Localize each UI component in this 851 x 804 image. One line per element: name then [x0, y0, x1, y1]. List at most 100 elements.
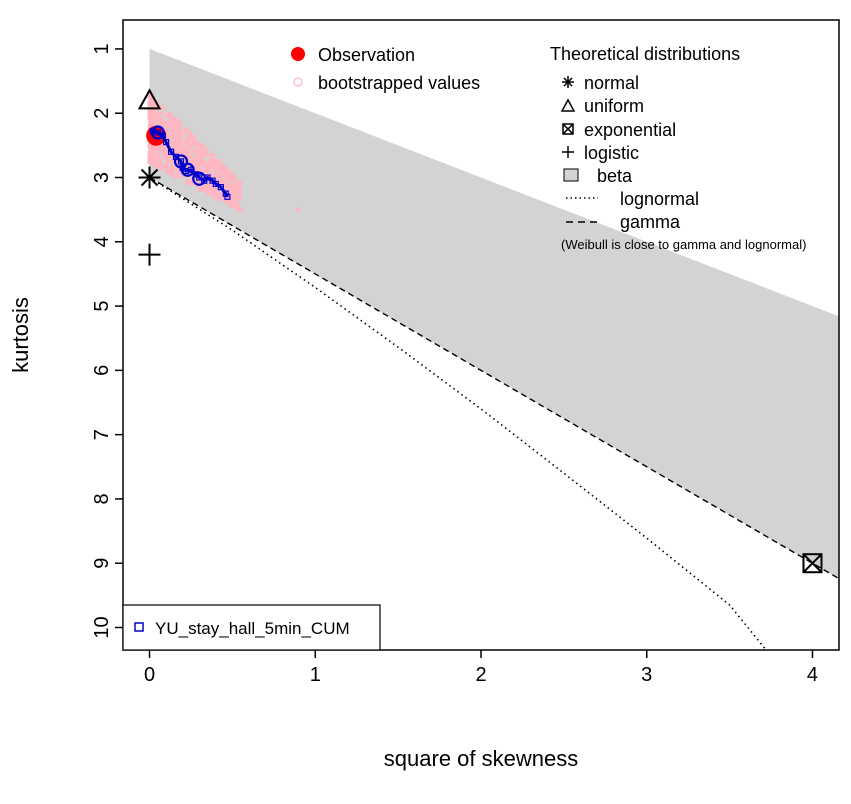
bootstrap-point	[156, 117, 161, 122]
bootstrap-point	[205, 148, 210, 153]
bootstrap-point	[183, 152, 188, 157]
bootstrap-point	[197, 145, 202, 150]
bootstrap-point	[189, 161, 194, 166]
bootstrap-point	[170, 154, 175, 159]
bootstrap-point	[197, 151, 202, 156]
bootstrap-point	[159, 122, 164, 127]
bootstrap-point	[172, 137, 177, 142]
bootstrap-point	[173, 123, 178, 128]
gamma-line	[149, 176, 839, 580]
bootstrap-point	[223, 187, 228, 192]
bootstrap-point	[184, 165, 189, 170]
bootstrap-point	[172, 148, 177, 153]
bootstrap-point	[226, 193, 231, 198]
bootstrap-point	[149, 110, 154, 115]
bootstrap-point	[197, 179, 202, 184]
bootstrap-point	[211, 158, 216, 163]
bootstrap-point	[147, 152, 152, 157]
series-point	[224, 193, 231, 200]
bootstrap-point	[150, 124, 155, 129]
lognormal-legend-label: lognormal	[620, 189, 699, 209]
bootstrap-point	[189, 144, 194, 149]
x-tick-label: 4	[807, 664, 818, 686]
bootstrap-point	[220, 173, 225, 178]
bootstrap-point	[173, 119, 178, 124]
series-point	[217, 184, 224, 191]
bootstrap-point	[164, 159, 169, 164]
normal-stroke	[140, 168, 159, 187]
exponential-box	[802, 553, 823, 574]
bootstrap-point	[203, 161, 208, 166]
bootstrap-point	[203, 188, 208, 193]
logistic-point	[138, 243, 161, 266]
bootstrap-point	[208, 158, 213, 163]
weibull-note: (Weibull is close to gamma and lognormal…	[561, 237, 806, 252]
bootstrap-point	[199, 146, 204, 151]
bootstrap-point	[148, 120, 153, 125]
bootstrap-point	[234, 206, 239, 211]
bootstrap-point	[178, 155, 183, 160]
bootstrap-point	[188, 132, 193, 137]
series-point	[209, 177, 216, 184]
lognormal-line	[149, 176, 767, 650]
bootstrap-point	[216, 172, 221, 177]
bootstrap-point	[212, 162, 217, 167]
beta-legend-marker	[563, 168, 579, 182]
logistic-legend-label: logistic	[584, 143, 639, 163]
x-tick-label: 2	[475, 664, 486, 686]
series-cluster	[180, 162, 195, 177]
x-axis-label: square of skewness	[384, 746, 578, 771]
bootstrap-point	[183, 158, 188, 163]
normal-legend-marker	[562, 76, 574, 88]
y-tick-label: 3	[91, 172, 113, 183]
bootstrap-point	[175, 135, 180, 140]
bootstrap-point	[149, 155, 154, 160]
bootstrap-point	[177, 152, 182, 157]
bootstrap-point	[172, 141, 177, 146]
series-point	[154, 129, 161, 136]
bootstrap-point	[147, 101, 152, 106]
series-trace	[152, 129, 229, 198]
series-point	[167, 148, 175, 155]
y-tick-label: 5	[91, 301, 113, 312]
y-tick-label: 4	[91, 236, 113, 247]
bootstrap-point	[203, 168, 208, 173]
bootstrap-point	[218, 161, 223, 166]
bootstrap-point	[208, 162, 213, 167]
bootstrap-point	[189, 180, 194, 185]
bootstrap-legend-label: bootstrapped values	[318, 73, 480, 93]
legend-observation: Observation bootstrapped values	[291, 45, 480, 93]
bootstrap-point	[205, 184, 210, 189]
bootstrap-point	[183, 140, 188, 145]
series-legend-marker	[134, 622, 144, 632]
axes: 0 1 2 3 4 1 2 3 4 5 6 7 8 9 10	[91, 43, 818, 686]
bootstrap-point	[194, 163, 199, 168]
bootstrap-point	[230, 203, 235, 208]
bootstrap-point	[147, 116, 152, 121]
bootstrap-point	[149, 144, 154, 149]
bootstrap-point	[168, 167, 173, 172]
bootstrap-point	[198, 161, 203, 166]
bootstrap-point	[167, 159, 172, 164]
bootstrap-point	[238, 208, 243, 213]
exponential-point	[802, 553, 823, 574]
bootstrap-point	[171, 116, 176, 121]
bootstrap-point	[177, 169, 182, 174]
bootstrap-point	[186, 151, 191, 156]
bootstrap-point	[215, 165, 220, 170]
series-point	[162, 139, 170, 146]
bootstrap-point	[151, 162, 156, 167]
beta-region	[149, 48, 839, 579]
observation-legend-label: Observation	[318, 45, 415, 65]
bootstrap-point	[177, 127, 182, 132]
bootstrap-point	[161, 164, 166, 169]
bootstrap-point	[184, 127, 189, 132]
bootstrap-point	[154, 144, 159, 149]
bootstrap-point	[177, 148, 182, 153]
bootstrap-point	[193, 167, 198, 172]
bootstrap-point	[157, 112, 162, 117]
bootstrap-point	[218, 175, 223, 180]
bootstrap-point	[220, 179, 225, 184]
y-tick-label: 1	[91, 43, 113, 54]
